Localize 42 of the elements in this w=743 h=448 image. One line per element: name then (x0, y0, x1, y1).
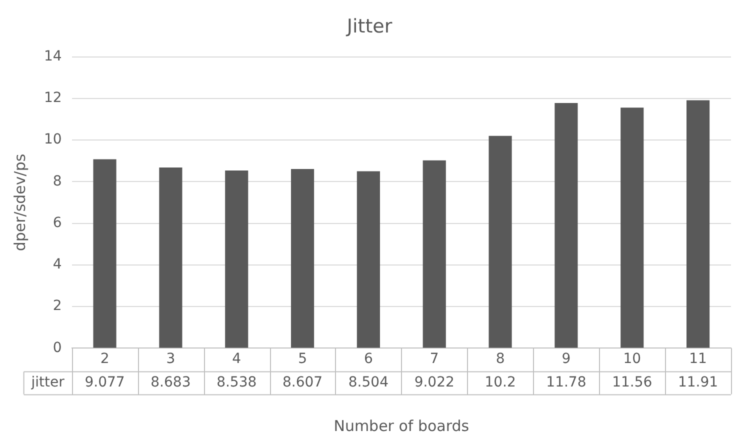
bar (356, 171, 380, 348)
data-label: 11.56 (612, 374, 652, 390)
x-tick-label: 5 (298, 351, 307, 368)
data-label: 10.2 (484, 374, 516, 390)
x-tick-label: 3 (166, 351, 176, 368)
y-tick-label: 0 (52, 340, 62, 356)
text: jitter (30, 374, 65, 390)
bar (554, 103, 578, 348)
data-label: 8.683 (150, 374, 191, 390)
data-label: 8.538 (216, 374, 257, 390)
x-tick-label: 10 (623, 351, 642, 368)
y-tick-label: 10 (44, 132, 62, 148)
data-label: 9.022 (414, 374, 454, 390)
x-tick-label: 9 (562, 351, 571, 368)
x-tick-label: 8 (496, 351, 505, 368)
y-tick-label: 6 (52, 214, 62, 231)
y-tick-label: 12 (44, 90, 62, 106)
data-label: 8.504 (348, 374, 389, 390)
bar (422, 160, 446, 348)
x-axis-title: Number of boards (334, 416, 470, 435)
bar (686, 100, 710, 348)
y-tick-label: 8 (52, 173, 62, 190)
data-label: 11.78 (546, 374, 586, 390)
data-label: 11.91 (678, 374, 718, 390)
y-tick-label: 14 (44, 48, 62, 64)
bar (488, 136, 512, 348)
bar (93, 159, 116, 348)
bar (225, 170, 248, 348)
x-tick-label: 4 (232, 351, 242, 368)
x-tick-label: 2 (100, 351, 110, 368)
data-label: 9.077 (84, 374, 125, 390)
x-tick-label: 6 (364, 351, 373, 368)
bar (620, 108, 644, 348)
chart-title: Jitter (346, 15, 392, 38)
x-tick-label: 7 (430, 351, 439, 368)
y-tick-label: 4 (52, 256, 62, 273)
data-label: 8.607 (282, 374, 323, 390)
y-axis-title: dper/sdev/ps (10, 154, 29, 252)
bar (159, 167, 182, 348)
x-tick-label: 11 (689, 351, 707, 368)
y-tick-label: 2 (52, 298, 62, 314)
bar (290, 169, 314, 348)
